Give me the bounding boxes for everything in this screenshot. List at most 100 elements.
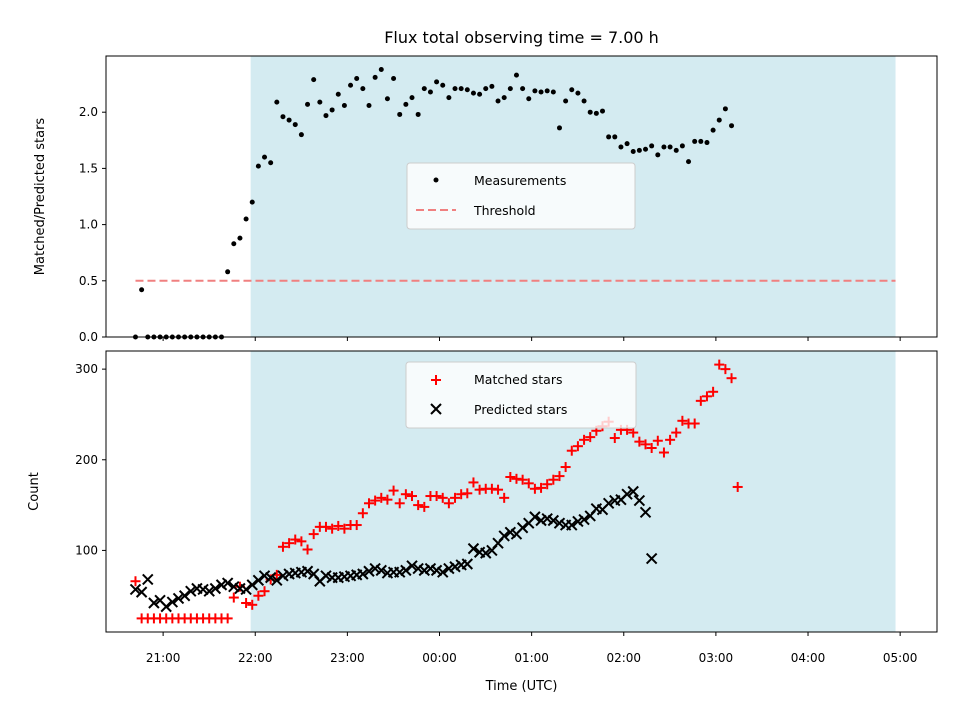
matched-star-point [363,498,374,509]
measurement-point [520,86,526,92]
measurement-point [636,147,642,153]
count-y-axis-label: Count [27,472,42,511]
measurement-point [292,122,298,128]
chart-title: Flux total observing time = 7.00 h [384,28,659,47]
measurement-point [298,132,304,138]
matched-star-point [357,508,368,519]
matched-star-point [376,492,387,503]
matched-star-point [505,471,516,482]
matched-stars-series [130,359,743,624]
measurement-point [649,143,655,149]
count-plot-frame [105,350,938,633]
matched-star-point [560,462,571,473]
measurement-point [630,149,636,155]
matched-star-point [640,439,651,450]
measurement-point [667,144,673,150]
measurement-point [427,89,433,95]
matched-star-point [572,441,583,452]
count-legend-box [405,361,637,429]
measurement-point [262,154,268,160]
ratio-panel: 0.00.51.01.52.0 Matched/Predicted stars … [33,55,938,344]
measurement-point [372,74,378,80]
measurement-point [661,144,667,150]
measurement-point [729,123,735,129]
measurement-point [587,109,593,115]
legend-label-threshold: Threshold [473,203,536,218]
matched-star-point [351,520,362,531]
predicted-star-point [639,506,652,519]
predicted-star-point [160,600,172,613]
y-tick-label: 0.5 [79,274,98,288]
measurement-point [532,88,538,94]
matched-star-point [130,576,141,587]
matched-star-point [277,541,288,552]
y-tick-label: 1.0 [79,218,98,232]
matched-star-point [548,474,559,485]
measurement-point [501,95,507,101]
x-tick-label: 00:00 [422,651,457,665]
x-tick-label: 04:00 [791,651,826,665]
predicted-star-point [621,488,633,500]
measurement-point [593,110,599,116]
legend-plus-marker [431,375,441,385]
measurement-point [495,98,501,104]
measurement-point [679,143,685,149]
count-panel: 100 200 300 21:00 22:00 23:00 00:00 01:00 02:00… [27,350,938,694]
matched-star-point [462,488,473,499]
measurement-point [360,86,366,92]
predicted-star-point [252,574,265,587]
x-tick-label: 01:00 [514,651,549,665]
measurement-point [323,113,329,119]
measurement-point [243,216,249,222]
measurement-point [452,86,458,92]
matched-star-point [247,599,258,610]
ratio-y-ticks: 0.0 0.5 1.0 1.5 2.0 [79,105,106,344]
measurement-point [581,98,587,104]
predicted-star-point [400,564,412,577]
measurement-point [225,269,231,275]
measurement-point [612,134,618,140]
measurement-point [255,163,261,169]
legend-label-predicted: Predicted stars [474,402,567,417]
predicted-star-point [185,585,197,597]
y-tick-label: 0.0 [79,330,98,344]
measurement-point [317,99,323,105]
matched-star-point [708,386,719,397]
legend-dot-marker [433,177,439,183]
measurement-point [274,99,280,105]
predicted-star-point [172,592,185,605]
predicted-star-point [221,577,234,589]
matched-star-point [566,445,577,456]
x-axis-label: Time (UTC) [485,679,558,694]
ratio-legend-box [406,162,636,230]
measurement-point [575,90,581,96]
x-tick-label: 21:00 [146,651,181,665]
measurement-point [692,138,698,144]
measurement-point [544,88,550,94]
predicted-star-point [240,583,252,596]
matched-star-point [437,492,448,503]
x-tick-label: 22:00 [238,651,273,665]
x-tick-label: 02:00 [606,651,641,665]
measurement-point [335,91,341,97]
predicted-star-point [467,542,480,555]
measurement-point [599,108,605,114]
measurements-series [132,66,735,340]
predicted-star-point [516,522,529,534]
matched-star-point [400,489,411,500]
predicted-star-point [209,582,222,595]
predicted-star-point [566,519,578,531]
matched-star-point [634,436,645,447]
measurement-point [513,72,519,78]
matched-star-point [585,432,596,443]
predicted-stars-series [129,485,658,613]
matched-star-point [628,427,639,438]
predicted-star-point [627,485,639,498]
matched-star-point [609,433,620,444]
predicted-star-point [547,514,560,527]
matched-star-point [720,364,731,375]
matched-star-point [370,495,381,506]
matched-star-point [259,586,270,597]
y-tick-label: 100 [75,543,98,557]
